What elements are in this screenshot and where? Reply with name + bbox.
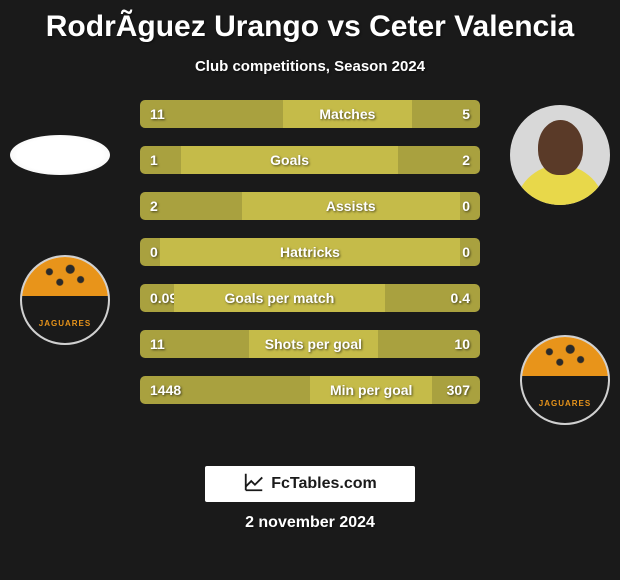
brand-text: FcTables.com <box>271 475 377 493</box>
stat-label: Min per goal <box>310 376 432 404</box>
stat-right-value: 307 <box>432 376 480 404</box>
footer-date: 2 november 2024 <box>0 514 620 532</box>
comparison-panel: JAGUARES JAGUARES 11Matches51Goals22Assi… <box>0 95 620 525</box>
player-avatar-left <box>10 135 110 175</box>
brand-logo: FcTables.com <box>205 466 415 502</box>
stat-row: 11Shots per goal10 <box>140 330 480 358</box>
player-avatar-right <box>510 105 610 205</box>
page-title: RodrÃ­guez Urango vs Ceter Valencia <box>0 0 620 44</box>
chart-icon <box>243 471 265 498</box>
page-subtitle: Club competitions, Season 2024 <box>0 58 620 75</box>
stat-row: 2Assists0 <box>140 192 480 220</box>
stat-right-value: 0 <box>460 238 480 266</box>
stat-left-value: 0 <box>140 238 160 266</box>
stat-row: 0.09Goals per match0.4 <box>140 284 480 312</box>
stat-row: 1Goals2 <box>140 146 480 174</box>
club-badge-left: JAGUARES <box>20 255 110 345</box>
stat-label: Hattricks <box>160 238 459 266</box>
stat-row: 1448Min per goal307 <box>140 376 480 404</box>
stat-right-value: 0.4 <box>385 284 480 312</box>
stat-left-value: 1 <box>140 146 181 174</box>
stat-label: Shots per goal <box>249 330 378 358</box>
club-badge-right: JAGUARES <box>520 335 610 425</box>
stat-left-value: 2 <box>140 192 242 220</box>
stat-right-value: 2 <box>398 146 480 174</box>
stat-label: Goals per match <box>174 284 385 312</box>
club-name-right: JAGUARES <box>522 399 608 408</box>
stat-left-value: 11 <box>140 330 249 358</box>
stat-left-value: 11 <box>140 100 283 128</box>
left-player-column: JAGUARES <box>0 95 110 525</box>
stat-label: Assists <box>242 192 460 220</box>
stat-row: 0Hattricks0 <box>140 238 480 266</box>
stat-right-value: 0 <box>460 192 480 220</box>
stat-bars: 11Matches51Goals22Assists00Hattricks00.0… <box>140 100 480 422</box>
stat-label: Matches <box>283 100 412 128</box>
stat-right-value: 10 <box>378 330 480 358</box>
stat-row: 11Matches5 <box>140 100 480 128</box>
right-player-column: JAGUARES <box>510 95 620 525</box>
stat-right-value: 5 <box>412 100 480 128</box>
stat-left-value: 1448 <box>140 376 310 404</box>
club-name-left: JAGUARES <box>22 319 108 328</box>
stat-left-value: 0.09 <box>140 284 174 312</box>
stat-label: Goals <box>181 146 399 174</box>
